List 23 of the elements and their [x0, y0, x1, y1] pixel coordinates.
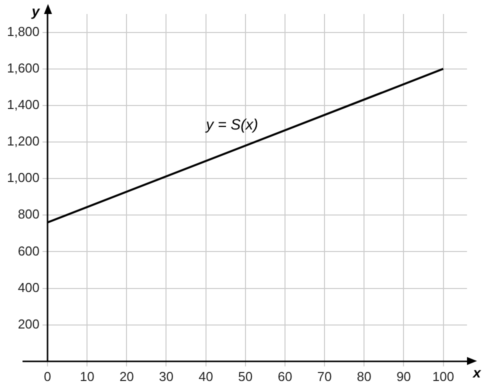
- y-tick-label: 400: [18, 280, 40, 295]
- y-tick-label: 600: [18, 243, 40, 258]
- x-tick-label: 0: [44, 368, 52, 384]
- x-tick-label: 20: [119, 368, 134, 384]
- y-tick-label: 1,200: [6, 134, 40, 149]
- y-tick-label: 200: [18, 316, 40, 332]
- x-tick-label: 90: [396, 368, 411, 384]
- y-axis-title: y: [30, 2, 41, 19]
- x-axis-title: x: [472, 364, 482, 380]
- y-tick-label: 1,800: [6, 24, 40, 39]
- y-tick-label: 1,600: [6, 60, 40, 76]
- x-tick-label: 10: [80, 368, 94, 384]
- annotation: y = S(x): [205, 116, 258, 134]
- x-tick-label: 30: [159, 368, 174, 384]
- x-tick-label: 50: [238, 368, 253, 384]
- y-tick-label: 800: [18, 206, 40, 222]
- x-tick-label: 100: [432, 368, 454, 384]
- x-tick-label: 40: [198, 368, 214, 384]
- x-tick-label: 60: [278, 368, 292, 384]
- x-tick-label: 80: [356, 368, 372, 384]
- y-tick-label: 1,000: [6, 170, 40, 186]
- y-tick-label: 1,400: [6, 97, 40, 112]
- x-tick-label: 70: [317, 368, 332, 384]
